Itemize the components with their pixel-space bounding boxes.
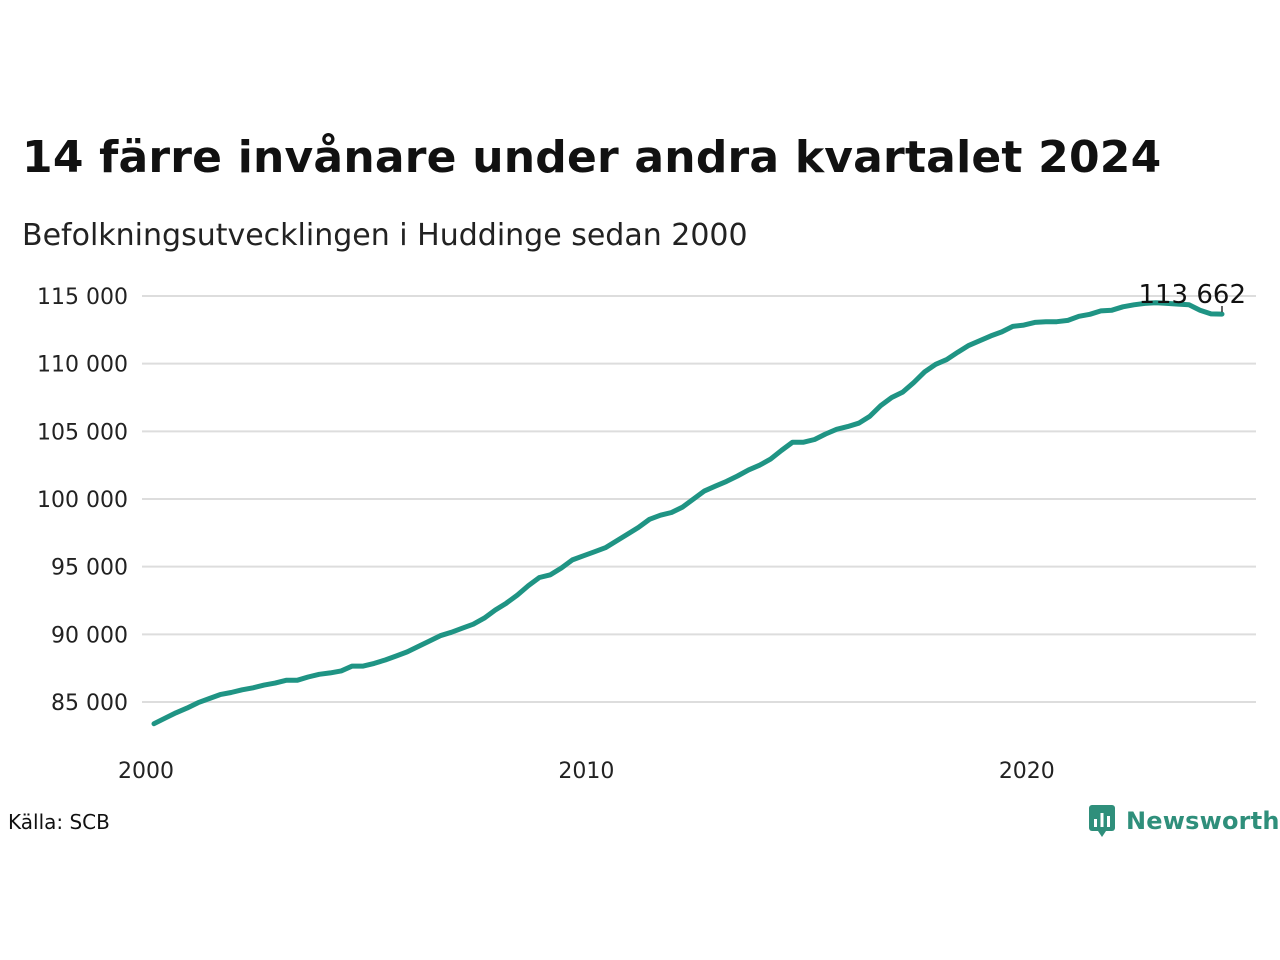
y-tick-label: 105 000 <box>37 420 128 445</box>
series-layer <box>151 300 1225 727</box>
grid-lines <box>142 295 1256 703</box>
brand-name: Newsworthy <box>1126 807 1280 835</box>
y-tick-label: 85 000 <box>51 691 128 716</box>
population-line <box>151 300 1225 727</box>
y-tick-label: 90 000 <box>51 623 128 648</box>
x-tick-label: 2010 <box>558 759 614 784</box>
end-value-label: 113 662 <box>1138 280 1246 310</box>
source-note: Källa: SCB <box>8 810 110 834</box>
end-label-layer: 113 662 <box>1138 280 1246 313</box>
newsworthy-logo-icon <box>1089 805 1115 837</box>
x-axis-ticks: 2000 2010 2020 <box>118 759 1055 784</box>
chart-title: 14 färre invånare under andra kvartalet … <box>22 132 1162 183</box>
chart-subtitle: Befolkningsutvecklingen i Huddinge sedan… <box>22 218 748 253</box>
y-tick-label: 115 000 <box>37 285 128 310</box>
x-tick-label: 2000 <box>118 759 174 784</box>
y-axis-ticks: 85 000 90 000 95 000 100 000 105 000 110 000 1… <box>37 285 128 716</box>
y-tick-label: 110 000 <box>37 353 128 378</box>
y-tick-label: 100 000 <box>37 488 128 513</box>
brand-logo[interactable]: Newsworthy <box>1088 804 1280 838</box>
y-tick-label: 95 000 <box>51 556 128 581</box>
x-tick-label: 2020 <box>999 759 1055 784</box>
